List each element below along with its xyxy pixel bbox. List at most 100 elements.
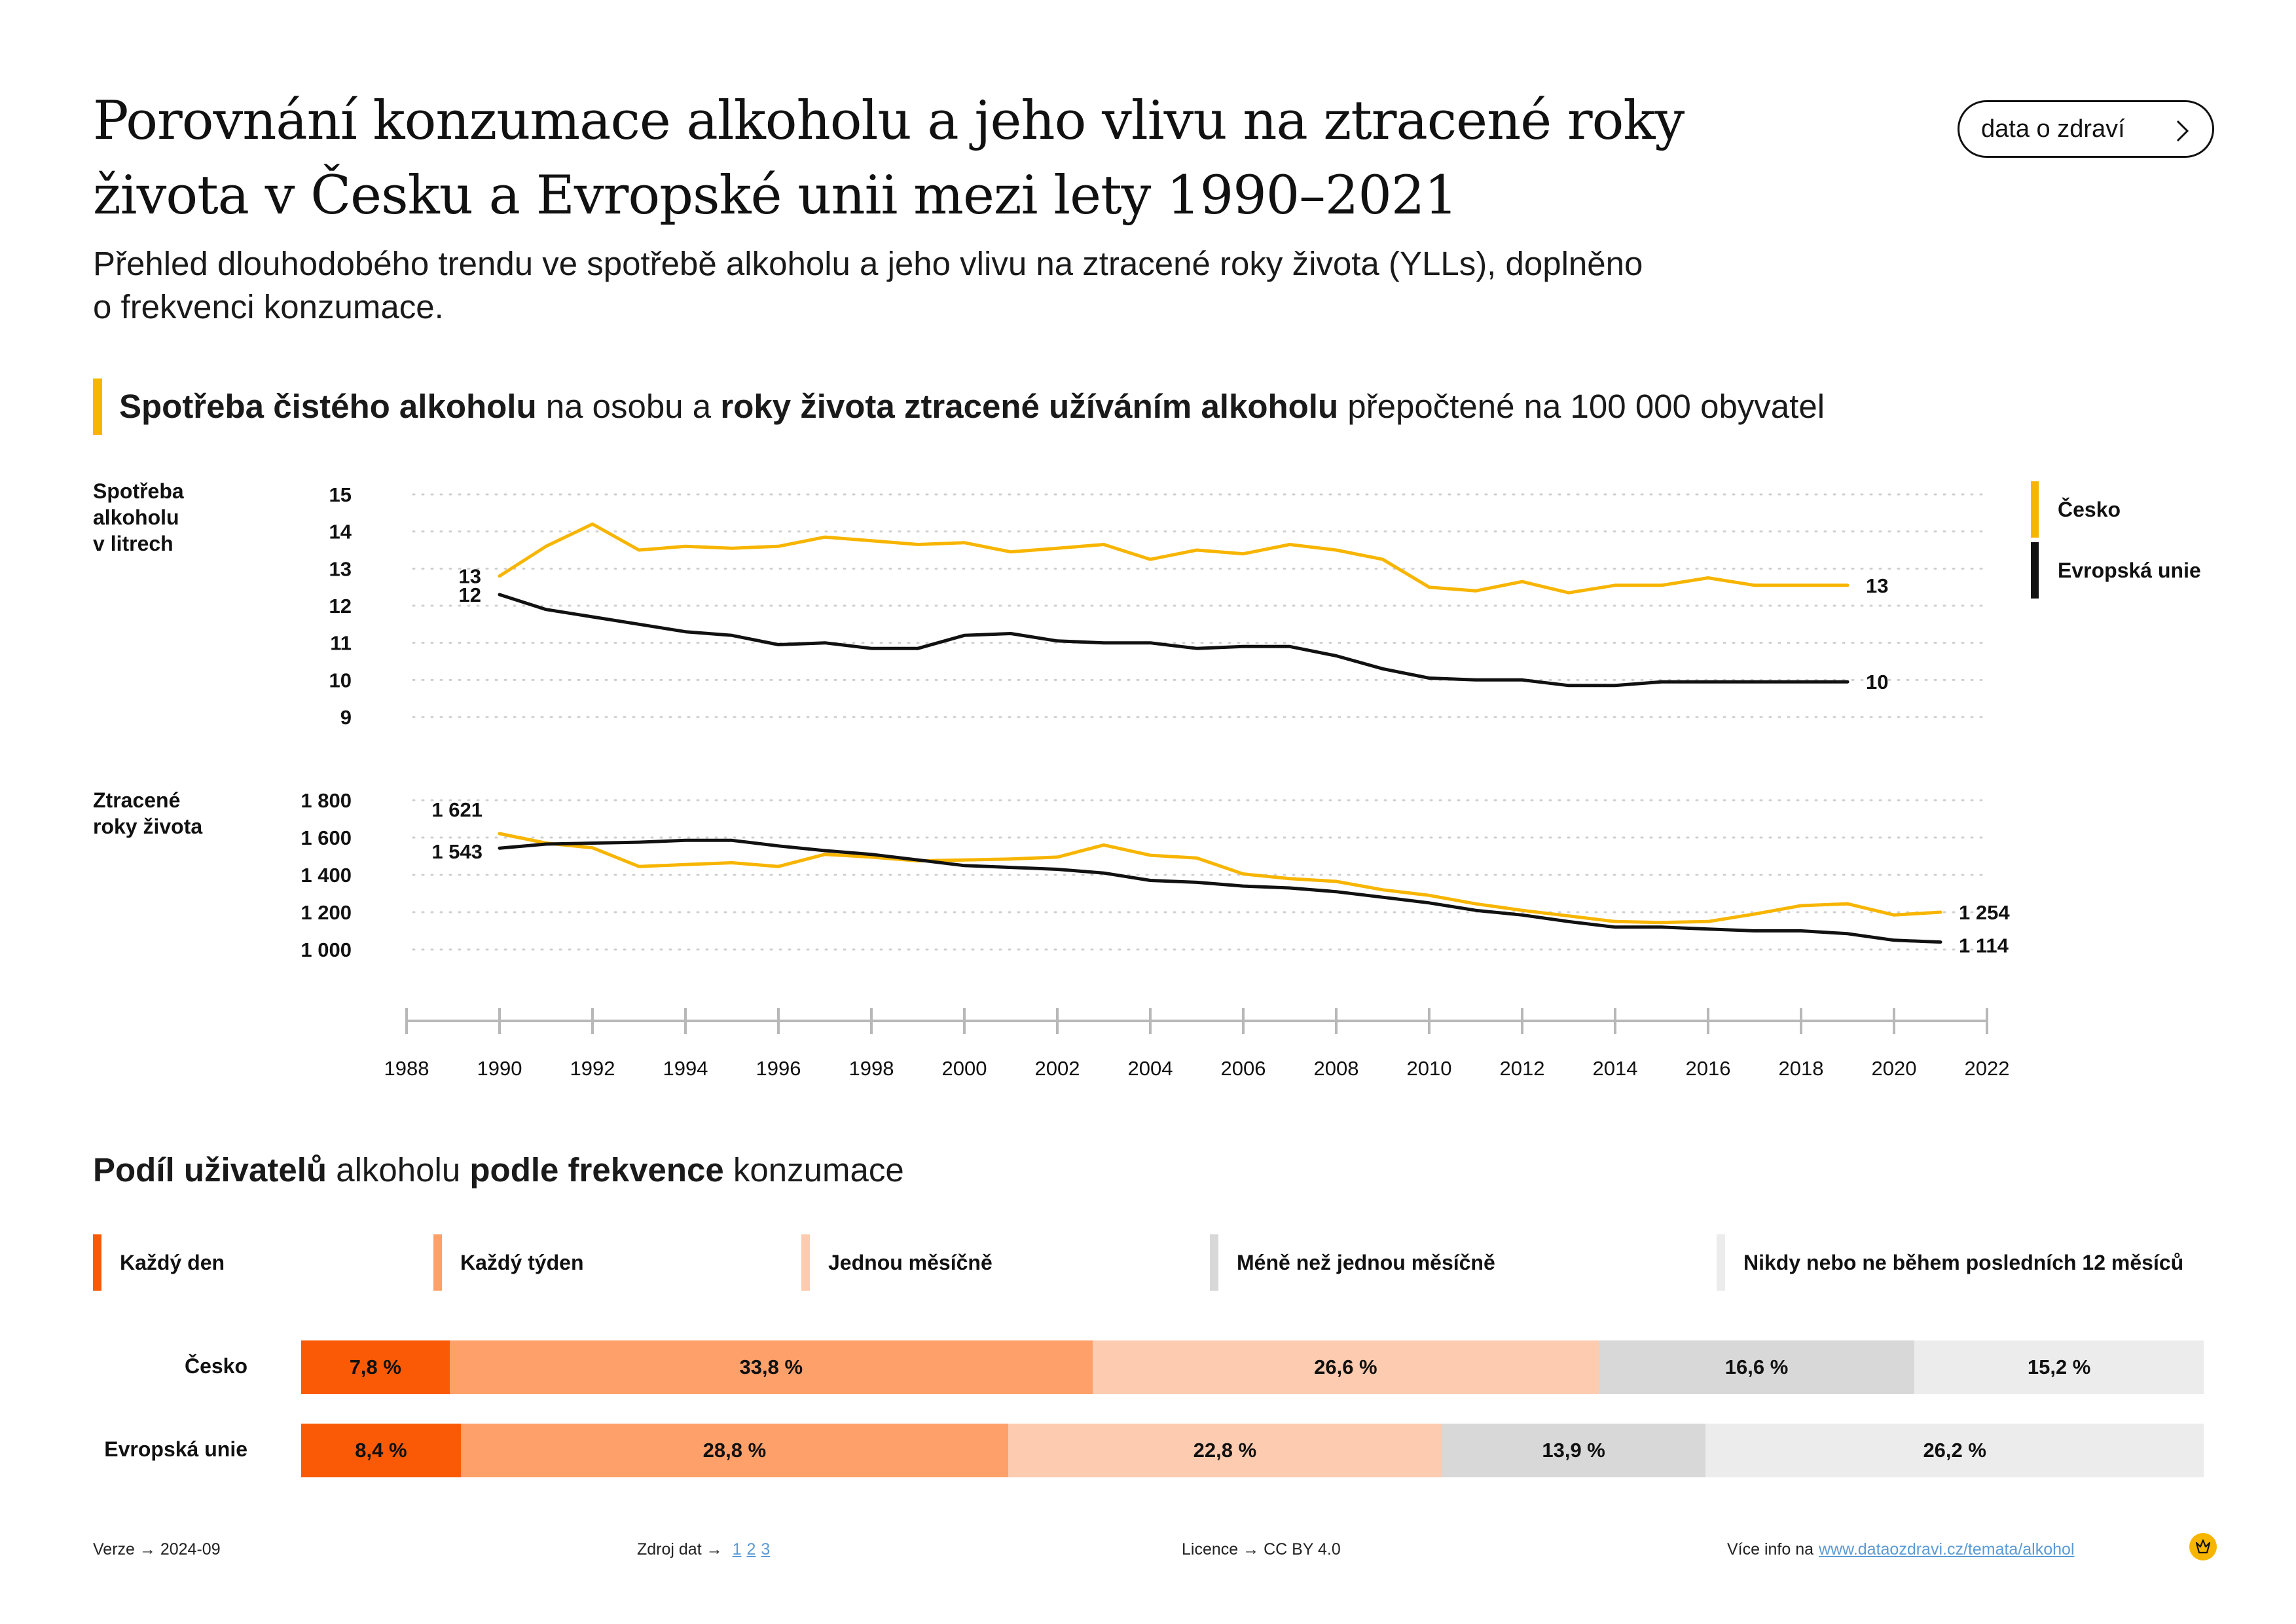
yll-y-tick-label: 1 400 (301, 864, 352, 887)
x-tick-label: 1992 (570, 1057, 615, 1080)
yll-y-tick-label: 1 000 (301, 938, 352, 961)
bar-segment-label: 7,8 % (349, 1356, 401, 1378)
freq-legend-less-monthly: Méně než jednou měsíčně (1210, 1234, 1495, 1291)
x-tick-label: 1994 (663, 1057, 708, 1080)
alcohol-start-label-eu: 12 (459, 583, 481, 606)
yll-end-label-eu: 1 114 (1959, 934, 2009, 957)
alcohol-panel-ylabel: Spotřeba alkoholu v litrech (93, 478, 184, 557)
x-tick-label: 2000 (942, 1057, 987, 1080)
freq-legend-label-weekly: Každý týden (460, 1250, 584, 1274)
footer-more-link[interactable]: www.dataozdravi.cz/temata/alkohol (1819, 1540, 2075, 1559)
alcohol-end-label-cesko: 13 (1866, 574, 1888, 597)
footer-source-label: Zdroj dat (637, 1540, 702, 1559)
bar-segment: 26,2 % (1705, 1424, 2204, 1477)
x-tick-label: 2014 (1593, 1057, 1638, 1080)
yll-y-tick-label: 1 600 (301, 826, 352, 849)
alcohol-ylabel-line-2: alkoholu (93, 506, 179, 529)
footer-more-info: Více info na www.dataozdravi.cz/temata/al… (1727, 1540, 2075, 1559)
page-title: Porovnání konzumace alkoholu a jeho vliv… (93, 90, 1685, 227)
bar-segment-label: 16,6 % (1724, 1356, 1789, 1378)
alcohol-start-label-cesko: 13 (459, 565, 481, 588)
bar-segment-label: 28,8 % (702, 1439, 767, 1462)
footer-license-label: Licence (1182, 1540, 1239, 1559)
alcohol-y-tick-label: 9 (340, 706, 352, 729)
heading-part-1: Spotřeba čistého alkoholu (119, 388, 537, 425)
x-tick-label: 1988 (384, 1057, 429, 1080)
bar-segment-label: 26,6 % (1314, 1356, 1377, 1378)
freq-legend-label-monthly: Jednou měsíčně (828, 1250, 993, 1274)
yll-y-tick-label: 1 200 (301, 901, 352, 924)
footer-license-value: CC BY 4.0 (1264, 1540, 1341, 1559)
alcohol-y-tick-label: 10 (329, 669, 352, 692)
freq-legend-never: Nikdy nebo ne během posledních 12 měsíců (1717, 1234, 2183, 1291)
freq-legend-daily: Každý den (93, 1234, 225, 1291)
source-link-1[interactable]: 1 (732, 1540, 742, 1559)
page-subtitle: Přehled dlouhodobého trendu ve spotřebě … (93, 245, 1643, 325)
freq-swatch-monthly (801, 1234, 810, 1291)
bar-row-cesko: 7,8 % 33,8 % 26,6 % 16,6 % 15,2 % (301, 1340, 2204, 1394)
freq-legend-label-less-monthly: Méně než jednou měsíčně (1237, 1250, 1495, 1274)
freq-heading-part-2: alkoholu (327, 1151, 470, 1189)
bar-segment: 16,6 % (1598, 1340, 1915, 1394)
bar-segment: 15,2 % (1914, 1340, 2204, 1394)
freq-legend-label-daily: Každý den (120, 1250, 225, 1274)
bar-segment: 22,8 % (1008, 1424, 1442, 1477)
x-tick-label: 1990 (477, 1057, 522, 1080)
alcohol-line-cesko (498, 522, 1850, 595)
yll-end-label-cesko: 1 254 (1959, 901, 2010, 924)
bar-segment: 26,6 % (1092, 1340, 1599, 1394)
bar-segment: 13,9 % (1441, 1424, 1706, 1477)
x-tick-label: 2004 (1128, 1057, 1173, 1080)
x-tick-label: 2006 (1221, 1057, 1266, 1080)
bar-segment-label: 15,2 % (2027, 1356, 2091, 1378)
data-o-zdravi-button[interactable]: data o zdraví (1958, 100, 2214, 158)
yll-start-label-cesko: 1 621 (431, 798, 483, 821)
x-tick-label: 2012 (1500, 1057, 1545, 1080)
freq-legend-monthly: Jednou měsíčně (801, 1234, 993, 1291)
freq-swatch-never (1717, 1234, 1725, 1291)
alcohol-y-tick-label: 12 (329, 595, 352, 618)
alcohol-ylabel-line-1: Spotřeba (93, 479, 184, 503)
legend-label-eu: Evropská unie (2058, 559, 2201, 582)
footer-arrow-icon: → (706, 1540, 723, 1559)
footer-version-label: Verze (93, 1540, 135, 1559)
heading-part-4: přepočtené na 100 000 obyvatel (1338, 388, 1825, 425)
bar-segment-label: 26,2 % (1923, 1439, 1986, 1462)
footer-license: Licence → CC BY 4.0 (1182, 1540, 1341, 1559)
yll-panel-ylabel: Ztracené roky života (93, 787, 202, 840)
freq-swatch-less-monthly (1210, 1234, 1218, 1291)
legend-swatch-cesko (2031, 481, 2039, 538)
bar-segment-label: 22,8 % (1193, 1439, 1257, 1462)
freq-heading-part-4: konzumace (723, 1151, 904, 1189)
bar-segment: 7,8 % (301, 1340, 450, 1394)
footer-version: Verze → 2024-09 (93, 1540, 221, 1559)
alcohol-ylabel-line-3: v litrech (93, 532, 173, 555)
yll-ylabel-line-2: roky života (93, 815, 203, 838)
freq-heading-part-3: podle frekvence (469, 1151, 724, 1189)
x-tick-label: 2008 (1314, 1057, 1359, 1080)
alcohol-line-eu (498, 593, 1850, 688)
source-link-2[interactable]: 2 (746, 1540, 756, 1559)
data-o-zdravi-label: data o zdraví (1981, 115, 2125, 143)
legend-swatch-eu (2031, 542, 2039, 599)
yll-ylabel-line-1: Ztracené (93, 788, 181, 812)
x-tick-label: 2022 (1965, 1057, 2010, 1080)
bar-row-eu: 8,4 % 28,8 % 22,8 % 13,9 % 26,2 % (301, 1424, 2204, 1477)
x-tick-label: 1996 (756, 1057, 801, 1080)
x-tick-label: 2002 (1035, 1057, 1080, 1080)
bar-segment: 28,8 % (460, 1424, 1008, 1477)
section-heading-frequency: Podíl uživatelů alkoholu podle frekvence… (93, 1147, 904, 1193)
legend-label-cesko: Česko (2058, 498, 2121, 521)
freq-legend-label-never: Nikdy nebo ne během posledních 12 měsíců (1743, 1250, 2184, 1274)
yll-start-label-eu: 1 543 (431, 840, 483, 863)
heading-part-3: roky života ztracené užíváním alkoholu (720, 388, 1339, 425)
bar-segment: 8,4 % (301, 1424, 461, 1477)
source-link-3[interactable]: 3 (761, 1540, 771, 1559)
bar-segment-label: 33,8 % (739, 1356, 803, 1378)
alcohol-end-label-eu: 10 (1866, 671, 1888, 693)
footer-arrow-icon: → (1243, 1540, 1260, 1559)
dataozdravi-logo-icon (2189, 1533, 2217, 1560)
heading-part-2: na osobu a (536, 388, 721, 425)
alcohol-y-tick-label: 13 (329, 557, 352, 580)
